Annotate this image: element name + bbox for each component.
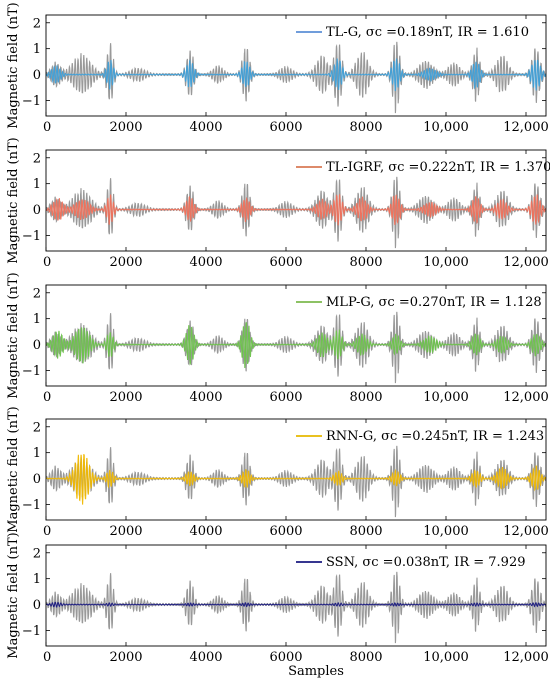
y-tick-label: 0: [33, 472, 41, 487]
x-tick-label: 10,000: [423, 120, 469, 135]
legend-box: [290, 552, 542, 572]
plot-frame: [45, 284, 547, 387]
y-axis-label: Magnetic field (nT): [6, 137, 21, 263]
model-series-line: [46, 322, 546, 369]
x-tick-label: 12,000: [503, 255, 549, 270]
x-tick-label: 6000: [269, 120, 302, 135]
x-tick-label: 10,000: [423, 650, 469, 665]
legend-box: [290, 426, 542, 446]
model-series-line: [46, 601, 546, 608]
legend-label: TL-IGRF, σc =0.222nT, IR = 1.370: [326, 160, 550, 175]
model-series-line: [46, 454, 546, 505]
y-tick-label: 1: [33, 572, 41, 587]
x-tick-label: 8000: [349, 650, 382, 665]
x-tick-label: 0: [43, 390, 51, 405]
x-tick-label: 6000: [269, 524, 302, 539]
y-tick-label: 0: [33, 598, 41, 613]
x-axis-label: Samples: [288, 664, 344, 679]
y-tick-label: 2: [33, 151, 41, 166]
legend-box: [290, 22, 542, 42]
x-tick-label: 4000: [189, 390, 222, 405]
legend-label: TL-G, σc =0.189nT, IR = 1.610: [326, 25, 529, 40]
y-axis-label: Magnetic field (nT): [6, 532, 21, 658]
y-tick-label: 1: [33, 42, 41, 57]
x-tick-label: 0: [43, 255, 51, 270]
y-tick-label: 0: [33, 203, 41, 218]
x-tick-label: 8000: [349, 120, 382, 135]
plot-frame: [45, 149, 547, 252]
y-tick-label: −1: [22, 364, 41, 379]
x-tick-label: 2000: [109, 255, 142, 270]
x-tick-label: 8000: [349, 524, 382, 539]
model-series-line: [46, 194, 546, 226]
legend-label: SSN, σc =0.038nT, IR = 7.929: [326, 555, 525, 570]
x-tick-label: 10,000: [423, 255, 469, 270]
legend-box: [290, 292, 542, 312]
x-tick-label: 4000: [189, 120, 222, 135]
x-tick-label: 12,000: [503, 650, 549, 665]
x-tick-label: 2000: [109, 390, 142, 405]
x-tick-label: 12,000: [503, 524, 549, 539]
x-tick-label: 8000: [349, 390, 382, 405]
x-tick-label: 4000: [189, 524, 222, 539]
y-tick-label: 0: [33, 68, 41, 83]
y-tick-label: −1: [22, 624, 41, 639]
x-tick-label: 10,000: [423, 524, 469, 539]
x-tick-label: 10,000: [423, 390, 469, 405]
x-tick-label: 0: [43, 524, 51, 539]
x-tick-label: 12,000: [503, 390, 549, 405]
y-tick-label: 1: [33, 177, 41, 192]
reference-series-line: [46, 570, 546, 644]
plot-area: [46, 444, 546, 518]
y-axis-label: Magnetic field (nT): [6, 2, 21, 128]
y-tick-label: 2: [33, 546, 41, 561]
plot-area: [46, 310, 546, 384]
y-tick-label: 0: [33, 338, 41, 353]
y-axis-label: Magnetic field (nT): [6, 406, 21, 532]
y-tick-label: −1: [22, 498, 41, 513]
x-tick-label: 0: [43, 650, 51, 665]
legend-box: [290, 157, 542, 177]
y-tick-label: −1: [22, 94, 41, 109]
x-tick-label: 2000: [109, 524, 142, 539]
plot-frame: [45, 544, 547, 647]
plot-frame: [45, 418, 547, 521]
legend-label: RNN-G, σc =0.245nT, IR = 1.243: [326, 429, 544, 444]
x-tick-label: 4000: [189, 650, 222, 665]
x-tick-label: 2000: [109, 650, 142, 665]
x-tick-label: 6000: [269, 255, 302, 270]
y-axis-label: Magnetic field (nT): [6, 272, 21, 398]
plot-area: [46, 570, 546, 644]
y-tick-label: 2: [33, 420, 41, 435]
model-series-line: [46, 58, 546, 92]
y-tick-label: 1: [33, 312, 41, 327]
plot-area: [46, 40, 546, 114]
y-tick-label: 2: [33, 16, 41, 31]
x-tick-label: 8000: [349, 255, 382, 270]
x-tick-label: 4000: [189, 255, 222, 270]
y-tick-label: −1: [22, 229, 41, 244]
x-tick-label: 12,000: [503, 120, 549, 135]
legend-label: MLP-G, σc =0.270nT, IR = 1.128: [326, 295, 542, 310]
x-tick-label: 6000: [269, 650, 302, 665]
x-tick-label: 2000: [109, 120, 142, 135]
y-tick-label: 1: [33, 446, 41, 461]
x-tick-label: 6000: [269, 390, 302, 405]
plot-area: [46, 175, 546, 249]
y-tick-label: 2: [33, 286, 41, 301]
plot-frame: [45, 14, 547, 117]
x-tick-label: 0: [43, 120, 51, 135]
